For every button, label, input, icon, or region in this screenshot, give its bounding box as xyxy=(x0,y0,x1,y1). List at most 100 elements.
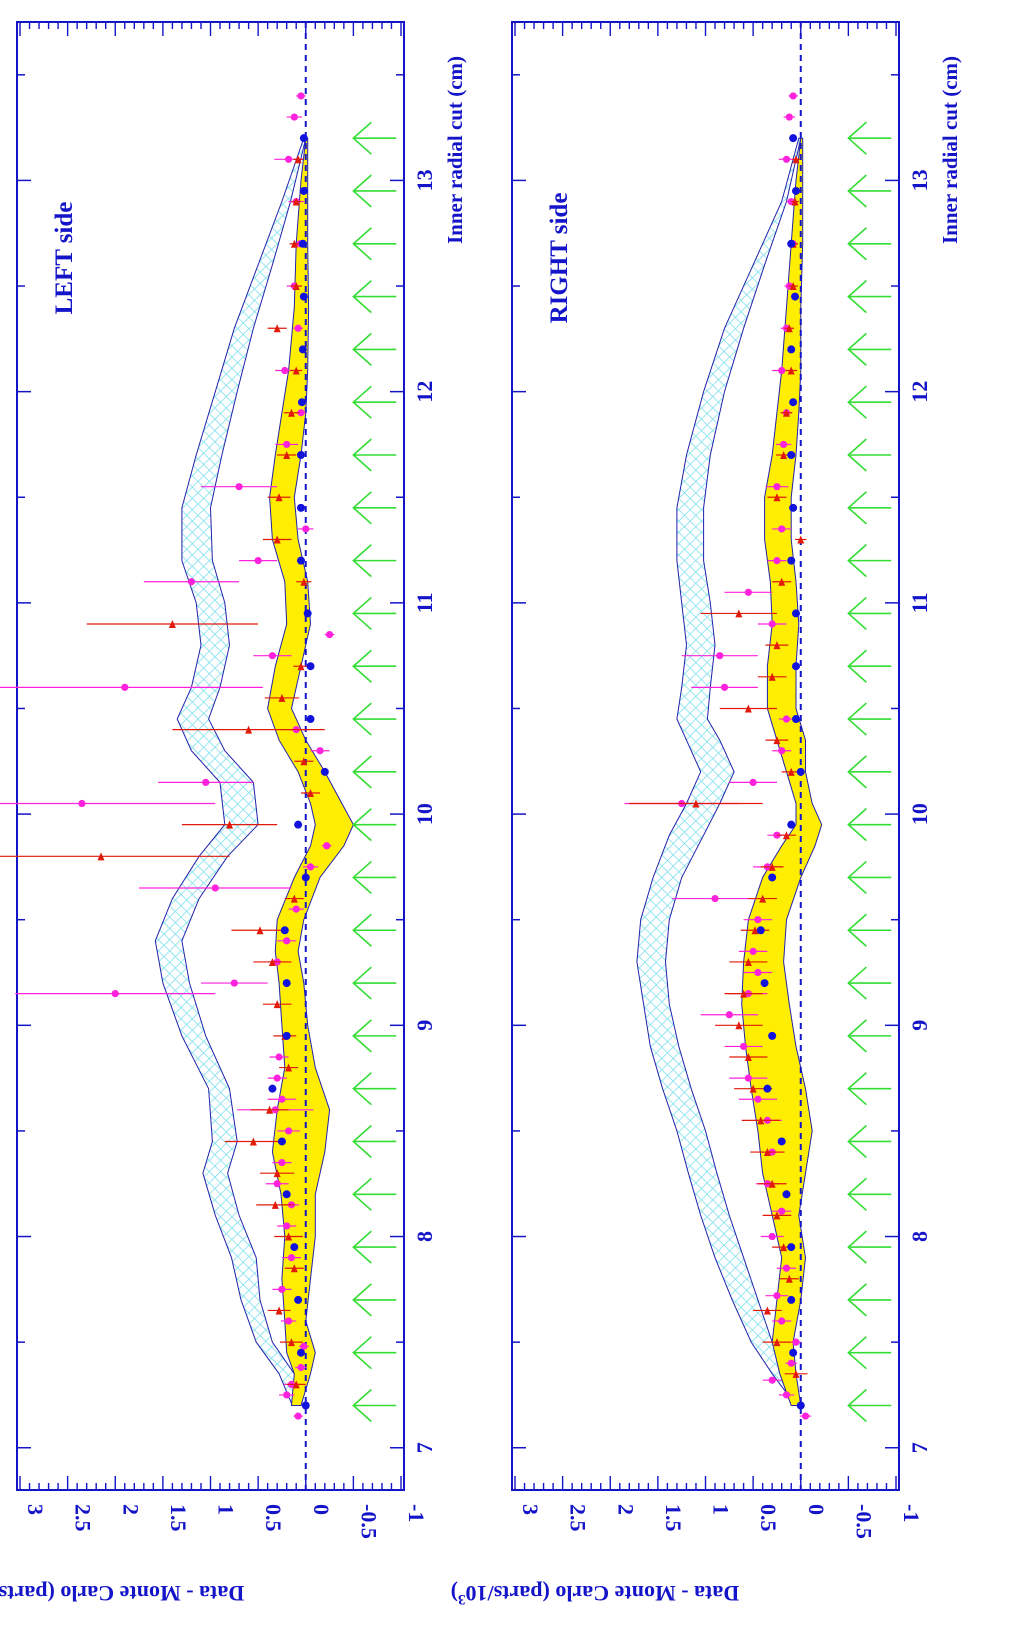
left-circle-point xyxy=(323,842,331,850)
left-circle-point xyxy=(306,863,315,871)
left-triangle-point xyxy=(290,894,298,903)
right-arrow-head xyxy=(847,1019,867,1053)
right-triangle-point xyxy=(773,1338,781,1347)
left-circle-point xyxy=(283,440,291,449)
right-x-tick-label: 13 xyxy=(907,169,932,191)
left-y-tick-label: 1 xyxy=(214,1504,239,1515)
left-arrow-head xyxy=(352,1388,372,1423)
right-y-tick-label: 3 xyxy=(518,1504,543,1515)
left-circle-point xyxy=(283,1222,291,1230)
left-triangle-point xyxy=(290,1264,298,1273)
right-blue-point xyxy=(791,662,800,671)
right-y-tick-label: 1.5 xyxy=(661,1504,686,1532)
right-triangle-point xyxy=(787,366,795,375)
left-blue-point xyxy=(297,398,306,407)
left-x-tick-label: 10 xyxy=(412,803,437,825)
left-circle-point xyxy=(254,557,262,565)
left-blue-point xyxy=(303,609,312,618)
left-circle-point xyxy=(325,630,334,639)
right-blue-point xyxy=(796,767,805,776)
right-circle-point xyxy=(716,652,724,660)
right-triangle-point xyxy=(780,1243,788,1252)
left-arrow-head xyxy=(352,1072,372,1106)
left-circle-point xyxy=(285,1317,293,1325)
left-blue-point xyxy=(290,1243,299,1252)
right-blue-point xyxy=(787,345,796,354)
left-circle-point xyxy=(78,799,86,808)
left-triangle-point xyxy=(168,619,176,628)
left-arrow-head xyxy=(352,279,372,314)
right-blue-point xyxy=(789,398,798,407)
left-triangle-point xyxy=(245,725,253,734)
left-arrow-head xyxy=(352,596,372,631)
right-triangle-point xyxy=(759,894,767,903)
right-circle-point xyxy=(789,92,797,100)
left-y-tick-label: 1.5 xyxy=(166,1504,191,1532)
left-triangle-point xyxy=(273,1169,281,1178)
left-blue-point xyxy=(299,186,308,195)
left-annotation: LEFT side xyxy=(51,202,78,315)
left-triangle-point xyxy=(294,155,302,164)
left-circle-point xyxy=(294,324,302,332)
right-triangle-point xyxy=(778,577,786,586)
left-circle-point xyxy=(121,683,129,691)
right-arrow-head xyxy=(847,1124,867,1159)
right-triangle-point xyxy=(792,1369,800,1378)
left-triangle-point xyxy=(268,957,276,966)
right-arrow-head xyxy=(847,1230,867,1264)
left-circle-point xyxy=(285,1127,293,1135)
left-arrow-head xyxy=(352,544,372,578)
left-circle-point xyxy=(278,1285,286,1293)
right-blue-point xyxy=(796,1401,805,1410)
left-ylabel: Data - Monte Carlo (parts/103) xyxy=(0,1581,244,1607)
right-circle-point xyxy=(778,1207,786,1215)
left-circle-point xyxy=(297,1363,305,1372)
left-circle-point xyxy=(287,1254,296,1262)
right-circle-point xyxy=(768,620,776,628)
right-y-tick-label: 1 xyxy=(709,1504,734,1515)
right-arrow-head xyxy=(847,121,867,155)
right-triangle-point xyxy=(751,926,759,935)
left-triangle-point xyxy=(290,239,298,248)
right-circle-point xyxy=(744,1074,752,1082)
right-triangle-point xyxy=(763,1148,771,1157)
right-triangle-point xyxy=(744,957,752,966)
right-x-tick-label: 7 xyxy=(907,1442,932,1453)
left-circle-point xyxy=(278,1095,286,1103)
right-arrow-head xyxy=(847,702,867,736)
right-triangle-point xyxy=(773,736,781,745)
left-triangle-point xyxy=(287,1338,295,1347)
right-circle-point xyxy=(778,366,786,375)
right-x-tick-label: 8 xyxy=(907,1231,932,1242)
right-y-tick-label: -1 xyxy=(899,1504,924,1522)
left-triangle-point xyxy=(297,662,305,671)
right-ylabel: Data - Monte Carlo (parts/103) xyxy=(451,1581,740,1607)
right-arrow-head xyxy=(847,1336,867,1370)
left-xlabel: Inner radial cut (cm) xyxy=(443,56,467,244)
left-triangle-point xyxy=(97,852,105,861)
left-x-tick-label: 9 xyxy=(412,1020,437,1031)
right-circle-point xyxy=(778,1317,786,1325)
left-blue-point xyxy=(306,715,315,724)
right-blue-point xyxy=(787,451,796,460)
left-triangle-point xyxy=(285,1063,293,1072)
left-arrow-head xyxy=(352,227,372,261)
right-triangle-point xyxy=(744,704,752,713)
left-arrow-head xyxy=(352,1124,372,1159)
left-arrow-head xyxy=(352,332,372,366)
left-arrow-head xyxy=(352,1177,372,1211)
left-triangle-point xyxy=(271,1200,279,1209)
right-circle-point xyxy=(782,715,791,723)
right-y-tick-label: 0 xyxy=(804,1504,829,1515)
right-circle-point xyxy=(744,588,752,596)
left-x-tick-label: 7 xyxy=(412,1442,437,1453)
right-arrow-head xyxy=(847,438,867,472)
right-blue-point xyxy=(768,1031,777,1040)
right-xlabel: Inner radial cut (cm) xyxy=(938,56,962,244)
right-blue-point xyxy=(763,1084,772,1093)
left-blue-point xyxy=(299,292,308,301)
right-arrow-head xyxy=(847,279,867,314)
right-arrow-head xyxy=(847,913,867,947)
